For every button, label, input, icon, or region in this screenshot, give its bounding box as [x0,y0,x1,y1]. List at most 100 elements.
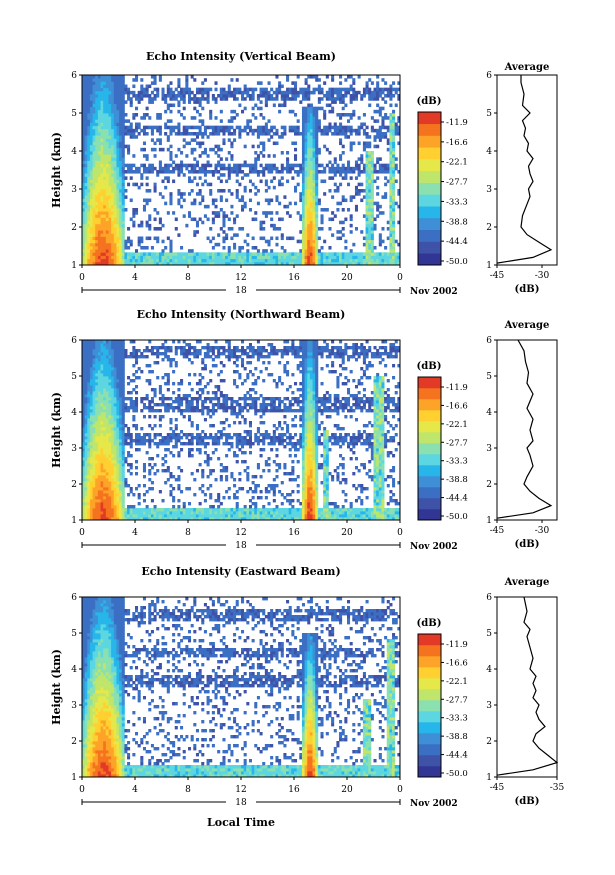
heatmap-cell [254,103,258,108]
heatmap-cell [119,493,123,497]
heatmap-cell [392,223,396,228]
heatmap-cell [84,144,88,149]
heatmap-cell [113,185,117,190]
heatmap-cell [368,214,372,218]
heatmap-cell [217,94,221,98]
heatmap-cell [89,487,93,491]
heatmap-cell [315,227,319,231]
heatmap-cell [309,255,313,260]
heatmap-cell [95,109,99,114]
heatmap-cell [294,163,298,168]
heatmap-cell [87,81,91,85]
heatmap-cell [246,90,250,95]
heatmap-cell [116,125,120,130]
heatmap-cell [140,370,144,374]
heatmap-cell [113,163,117,168]
heatmap-cell [219,255,223,260]
heatmap-cell [222,138,226,142]
heatmap-cell [150,406,154,410]
heatmap-cell [111,364,115,368]
heatmap-cell [132,388,136,392]
heatmap-cell [103,144,107,149]
heatmap-cell [392,81,396,85]
heatmap-cell [103,370,107,374]
heatmap-cell [180,442,184,446]
heatmap-cell [137,484,141,488]
heatmap-cell [100,349,104,353]
heatmap-cell [206,163,210,168]
heatmap-cell [344,198,348,203]
heatmap-cell [124,439,128,443]
heatmap-cell [95,75,99,79]
heatmap-cell [92,208,96,212]
heatmap-cell [365,135,369,139]
heatmap-cell [97,379,101,383]
heatmap-cell [161,397,165,401]
heatmap-cell [195,255,199,260]
heatmap-cell [119,78,123,82]
heatmap-cell [127,163,131,168]
heatmap-cell [119,373,123,377]
heatmap-cell [177,514,181,518]
heatmap-cell [116,233,120,237]
heatmap-cell [150,147,154,152]
heatmap-cell [82,122,86,127]
heatmap-cell [360,122,364,127]
heatmap-cell [103,236,107,241]
heatmap-cell [317,252,321,256]
heatmap-cell [201,170,205,174]
heatmap-cell [172,211,176,215]
heatmap-cell [113,252,117,256]
heatmap-cell [111,227,115,231]
heatmap-cell [304,116,308,120]
heatmap-cell [132,182,136,187]
heatmap-cell [328,151,332,155]
heatmap-cell [182,442,186,446]
heatmap-cell [145,170,149,174]
heatmap-cell [82,442,86,446]
heatmap-cell [169,364,173,368]
heatmap-cell [241,258,245,263]
heatmap-cell [368,103,372,108]
heatmap-cell [100,195,104,199]
heatmap-cell [82,192,86,196]
heatmap-cell [267,258,271,263]
heatmap-cell [82,439,86,443]
heatmap-cell [97,173,101,177]
heatmap-cell [230,261,234,266]
heatmap-cell [127,147,131,152]
heatmap-cell [87,484,91,488]
heatmap-cell [164,258,168,263]
y-tick-label: 4 [71,147,77,157]
heatmap-cell [386,141,390,146]
heatmap-cell [111,388,115,392]
heatmap-cell [121,182,125,187]
heatmap-cell [320,163,324,168]
heatmap-cell [312,90,316,95]
heatmap-cell [103,192,107,196]
heatmap-cell [294,113,298,117]
heatmap-cell [121,499,125,503]
heatmap-cell [111,125,115,130]
heatmap-cell [103,160,107,165]
heatmap-cell [368,163,372,168]
heatmap-cell [384,125,388,130]
heatmap-cell [119,214,123,218]
heatmap-cell [365,208,369,212]
heatmap-cell [111,84,115,89]
heatmap-cell [267,255,271,260]
heatmap-cell [113,382,117,386]
heatmap-cell [349,147,353,152]
heatmap-cell [288,214,292,218]
heatmap-cell [206,97,210,101]
heatmap-cell [87,505,91,509]
heatmap-cell [135,113,139,117]
heatmap-cell [267,261,271,266]
heatmap-cell [352,255,356,260]
heatmap-cell [97,373,101,377]
heatmap-cell [291,81,295,85]
heatmap-cell [84,433,88,437]
heatmap-cell [164,481,168,485]
heatmap-cell [365,176,369,180]
heatmap-cell [113,412,117,416]
